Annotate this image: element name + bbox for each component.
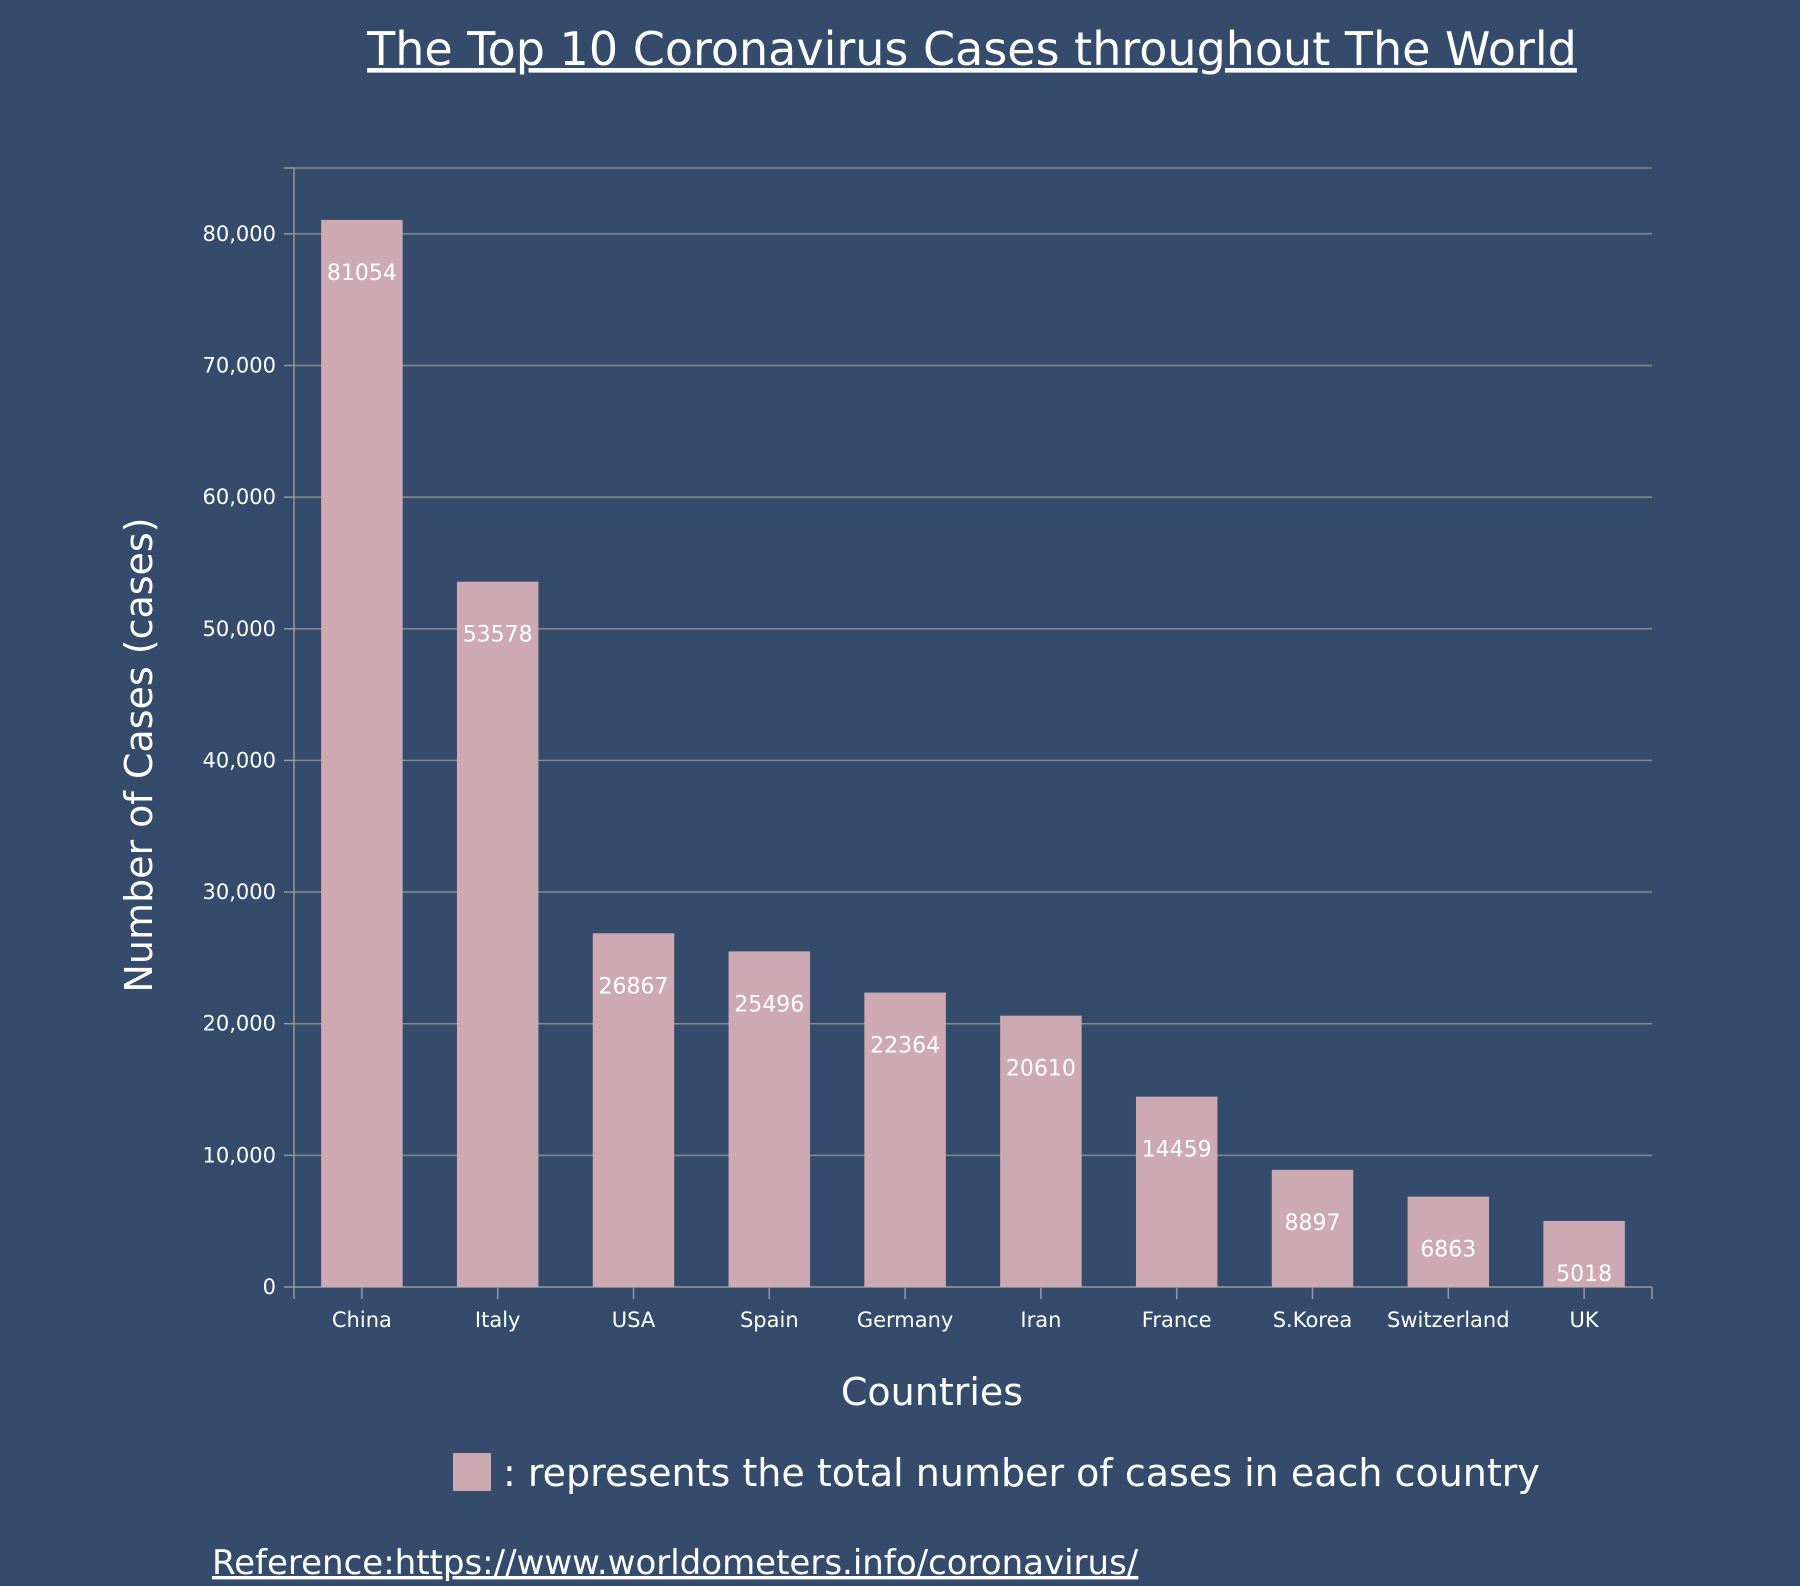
y-tick-label: 80,000: [203, 222, 276, 246]
bar-value-label: 5018: [1556, 1262, 1612, 1287]
y-axis-ticks: 0 10,000 20,000 30,000 40,000 50,000 60,000 70,…: [203, 167, 294, 1299]
y-tick-label: 30,000: [203, 880, 276, 904]
bar-value-label: 22364: [870, 1034, 940, 1059]
bar-value-label: 25496: [734, 992, 804, 1017]
x-axis-ticks: China Italy USA Spain Germany Iran France S.Kor…: [332, 1287, 1600, 1332]
x-tick-label: S.Korea: [1273, 1308, 1353, 1332]
x-tick-label: Iran: [1020, 1308, 1061, 1332]
bar: [1407, 1196, 1490, 1287]
legend-swatch: [453, 1453, 491, 1491]
y-axis-label: Number of Cases (cases): [117, 517, 161, 992]
x-tick-label: USA: [612, 1308, 656, 1332]
bar: [864, 992, 946, 1287]
bar: [1543, 1220, 1625, 1287]
bar: [1135, 1096, 1218, 1287]
bar-value-label: 20610: [1006, 1057, 1076, 1082]
bar-value-label: 8897: [1285, 1211, 1341, 1236]
x-tick-label: France: [1142, 1308, 1212, 1332]
bar: [1000, 1015, 1082, 1287]
legend-text: : represents the total number of cases i…: [503, 1451, 1540, 1495]
x-axis-label: Countries: [841, 1370, 1023, 1414]
chart-title: The Top 10 Coronavirus Cases throughout …: [366, 22, 1577, 76]
bar: [592, 933, 675, 1287]
bar: [321, 219, 403, 1287]
x-tick-label: UK: [1570, 1308, 1600, 1332]
y-tick-label: 10,000: [203, 1143, 276, 1167]
bar-value-label: 81054: [327, 261, 397, 286]
y-tick-label: 50,000: [203, 617, 276, 641]
x-tick-label: Germany: [857, 1308, 954, 1332]
x-tick-label: Italy: [475, 1308, 521, 1332]
reference-link[interactable]: Reference:https://www.worldometers.info/…: [212, 1543, 1139, 1583]
bar-value-label: 14459: [1142, 1138, 1212, 1163]
bar: [728, 951, 811, 1287]
x-tick-label: Spain: [740, 1308, 799, 1332]
bar-value-label: 6863: [1420, 1238, 1476, 1263]
x-tick-label: China: [332, 1308, 392, 1332]
y-tick-label: 40,000: [203, 748, 276, 772]
bar-value-label: 26867: [599, 974, 669, 999]
y-tick-label: 70,000: [203, 353, 276, 377]
bar-value-label: 53578: [463, 623, 533, 648]
bars: 81054 53578 26867 25496 22364 20610 14459 8897 6…: [321, 219, 1625, 1287]
y-tick-label: 20,000: [203, 1012, 276, 1036]
y-tick-label: 60,000: [203, 485, 276, 509]
x-tick-label: Switzerland: [1387, 1308, 1510, 1332]
y-tick-label: 0: [263, 1275, 276, 1299]
bar: [1271, 1169, 1354, 1287]
bar: [456, 581, 539, 1287]
